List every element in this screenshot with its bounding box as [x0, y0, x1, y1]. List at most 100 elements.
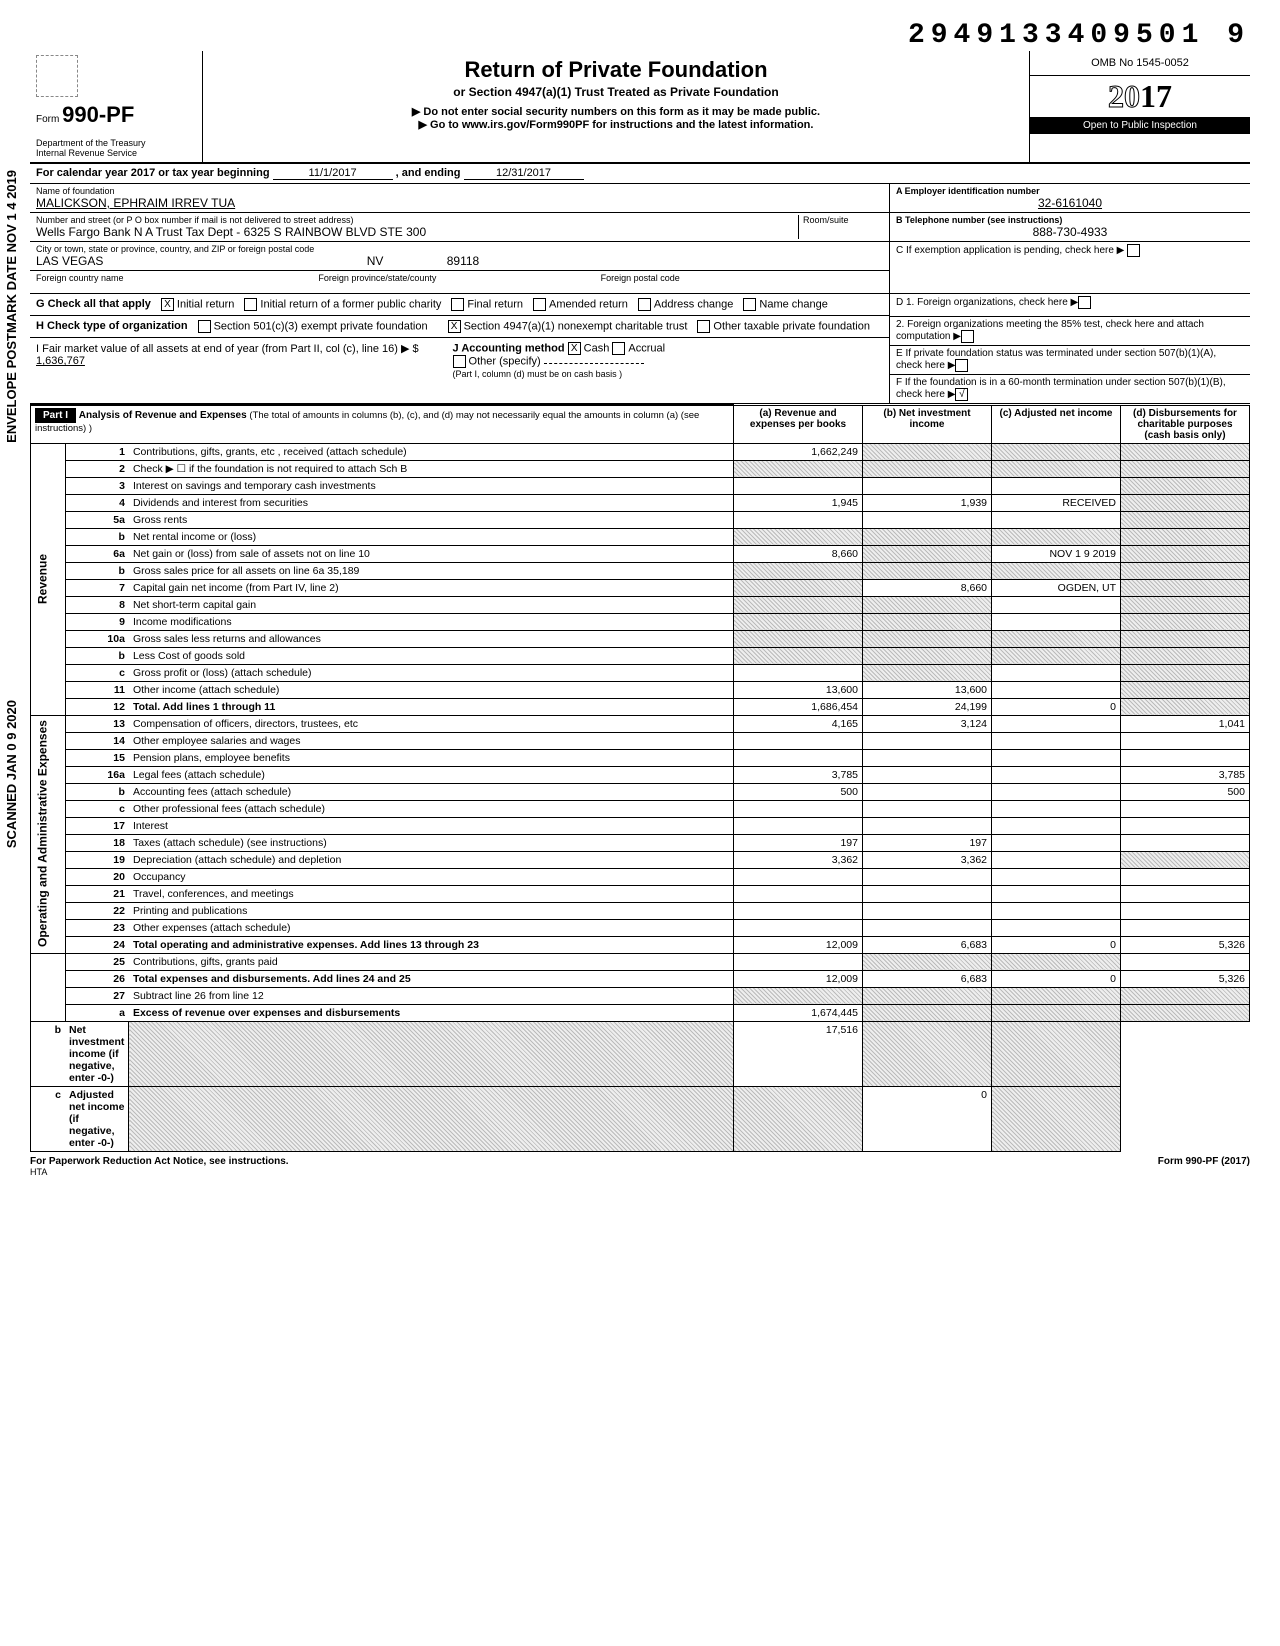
cell-a: [734, 579, 863, 596]
cell-b: 13,600: [863, 681, 992, 698]
c-checkbox[interactable]: [1127, 244, 1140, 257]
g-opt-0: Initial return: [177, 298, 234, 310]
margin-scanned: SCANNED JAN 0 9 2020: [4, 700, 19, 848]
line-number: b: [65, 783, 129, 800]
d1-label: D 1. Foreign organizations, check here: [896, 297, 1068, 308]
line-number: 26: [65, 970, 129, 987]
cell-c: [863, 1021, 992, 1086]
cell-d: [1121, 443, 1250, 460]
cell-b: [863, 766, 992, 783]
year-suffix: 17: [1140, 78, 1172, 114]
g-row: G Check all that apply XInitial return I…: [30, 294, 889, 316]
cell-b: 1,939: [863, 494, 992, 511]
line-description: Adjusted net income (if negative, enter …: [65, 1086, 129, 1151]
line-number: b: [65, 647, 129, 664]
part1-label: Part I: [35, 408, 76, 423]
cell-b: 3,124: [863, 715, 992, 732]
foreign-country-label: Foreign country name: [36, 273, 318, 291]
table-row: 8Net short-term capital gain: [31, 596, 1250, 613]
table-row: 6aNet gain or (loss) from sale of assets…: [31, 545, 1250, 562]
h-other[interactable]: [697, 320, 710, 333]
cell-c: [992, 443, 1121, 460]
e-checkbox[interactable]: [955, 359, 968, 372]
line-description: Capital gain net income (from Part IV, l…: [129, 579, 734, 596]
note-privacy: ▶ Do not enter social security numbers o…: [209, 105, 1023, 118]
g-initial-former[interactable]: [244, 298, 257, 311]
table-row: 20Occupancy: [31, 868, 1250, 885]
year-prefix: 20: [1108, 78, 1140, 114]
form-title: Return of Private Foundation: [209, 57, 1023, 83]
cell-d: 3,785: [1121, 766, 1250, 783]
line-number: 18: [65, 834, 129, 851]
cell-a: 197: [734, 834, 863, 851]
barcode-icon: [36, 55, 78, 97]
cell-a: 3,785: [734, 766, 863, 783]
d2-checkbox[interactable]: [961, 330, 974, 343]
g-final[interactable]: [451, 298, 464, 311]
cell-d: [1121, 868, 1250, 885]
g-name-change[interactable]: [743, 298, 756, 311]
line-description: Pension plans, employee benefits: [129, 749, 734, 766]
line-description: Net gain or (loss) from sale of assets n…: [129, 545, 734, 562]
j-other[interactable]: [453, 355, 466, 368]
table-row: 12Total. Add lines 1 through 111,686,454…: [31, 698, 1250, 715]
cell-c: RECEIVED: [992, 494, 1121, 511]
line-description: Printing and publications: [129, 902, 734, 919]
j-cash[interactable]: X: [568, 342, 581, 355]
table-row: 26Total expenses and disbursements. Add …: [31, 970, 1250, 987]
table-row: 27Subtract line 26 from line 12: [31, 987, 1250, 1004]
cell-d: [1121, 664, 1250, 681]
h-501c3[interactable]: [198, 320, 211, 333]
line-number: 11: [65, 681, 129, 698]
cell-a: [734, 919, 863, 936]
line-number: 10a: [65, 630, 129, 647]
g-address-change[interactable]: [638, 298, 651, 311]
g-initial-return[interactable]: X: [161, 298, 174, 311]
f-checkbox[interactable]: √: [955, 388, 968, 401]
part1-title: Analysis of Revenue and Expenses: [79, 410, 247, 421]
h-4947[interactable]: X: [448, 320, 461, 333]
cell-b: [863, 596, 992, 613]
addr-label: Number and street (or P O box number if …: [36, 215, 798, 225]
cell-d: [1121, 953, 1250, 970]
j-accrual[interactable]: [612, 342, 625, 355]
table-row: 2Check ▶ ☐ if the foundation is not requ…: [31, 460, 1250, 477]
cell-d: [1121, 494, 1250, 511]
line-number: 1: [65, 443, 129, 460]
cell-c: [992, 630, 1121, 647]
line-description: Contributions, gifts, grants, etc , rece…: [129, 443, 734, 460]
cell-a: [734, 732, 863, 749]
form-subtitle: or Section 4947(a)(1) Trust Treated as P…: [209, 85, 1023, 99]
line-number: 27: [65, 987, 129, 1004]
cell-a: [734, 647, 863, 664]
cell-d: [1121, 732, 1250, 749]
g-opt-5: Name change: [759, 298, 828, 310]
cell-a: [734, 953, 863, 970]
cell-c: 0: [992, 698, 1121, 715]
line-number: 2: [65, 460, 129, 477]
table-row: bNet investment income (if negative, ent…: [31, 1021, 1250, 1086]
d1-checkbox[interactable]: [1078, 296, 1091, 309]
j-cash-label: Cash: [584, 342, 610, 354]
line-number: 21: [65, 885, 129, 902]
cell-c: OGDEN, UT: [992, 579, 1121, 596]
line-number: 13: [65, 715, 129, 732]
cell-d: [1121, 1004, 1250, 1021]
cell-d: [1121, 987, 1250, 1004]
j-note: (Part I, column (d) must be on cash basi…: [453, 369, 623, 379]
cell-a: [734, 613, 863, 630]
cell-a: [734, 902, 863, 919]
city-state-zip: LAS VEGAS NV 89118: [36, 254, 883, 268]
line-number: 5a: [65, 511, 129, 528]
cell-b: 6,683: [863, 936, 992, 953]
i-label: I Fair market value of all assets at end…: [36, 343, 419, 355]
line-description: Accounting fees (attach schedule): [129, 783, 734, 800]
hta-label: HTA: [30, 1167, 1250, 1177]
g-amended[interactable]: [533, 298, 546, 311]
h-row: H Check type of organization Section 501…: [30, 316, 889, 338]
line-description: Interest: [129, 817, 734, 834]
cell-a: [734, 664, 863, 681]
cell-b: [863, 987, 992, 1004]
public-inspection: Open to Public Inspection: [1030, 117, 1250, 134]
cell-c: [992, 817, 1121, 834]
